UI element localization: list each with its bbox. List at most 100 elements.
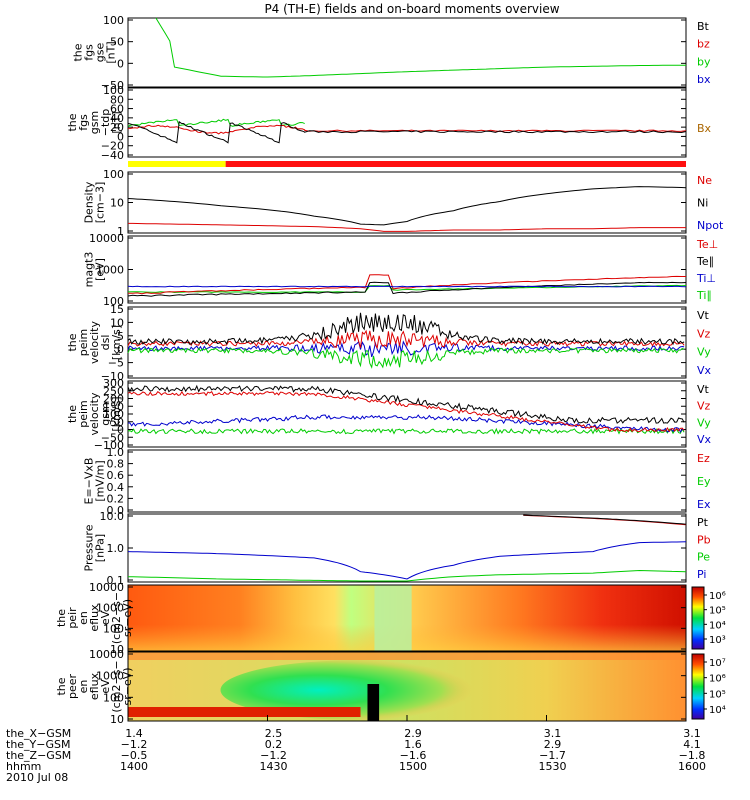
y-tick-label: −20 [101, 140, 124, 153]
panel-frame [127, 87, 687, 158]
y-tick-label: −100 [94, 439, 124, 452]
legend-entry: Ez [697, 452, 710, 465]
y-tick-label: 0 [117, 130, 124, 143]
y-tick-label: 100 [103, 14, 124, 27]
y-tick-label: 100 [103, 84, 124, 97]
y-axis-label: velocity [88, 321, 101, 364]
y-tick-label: 80 [110, 93, 124, 106]
y-tick-label: 300 [103, 377, 124, 390]
y-axis-label: eflux [88, 604, 101, 632]
y-tick-label: 0 [117, 343, 124, 356]
x-tick-label: 3.1 [544, 727, 562, 740]
y-tick-label: 100 [103, 295, 124, 308]
y-axis-label: magt3 [83, 252, 96, 288]
panel-peer-spectrogram: 10000 1000 100 10 thepeerenefluxeV(cm2−s−sr−… [55, 648, 726, 726]
y-axis-label: [km/s] [110, 325, 123, 360]
y-tick-label: 0.4 [107, 481, 125, 494]
legend-entry: Npot [697, 219, 724, 232]
y-tick-label: 0.0 [107, 504, 125, 517]
y-axis-label: gse [94, 43, 107, 63]
y-tick-label: 10 [110, 316, 124, 329]
y-tick-label: 0 [117, 57, 124, 70]
legend-entry: Te⊥ [696, 238, 718, 251]
legend-entry: Ey [697, 475, 711, 488]
y-axis-label: peir [66, 607, 79, 629]
x-axis-row-label: the_Z−GSM [6, 749, 71, 762]
x-tick-label: −1.2 [260, 749, 287, 762]
y-axis-label: fgs [83, 44, 96, 61]
y-axis-label: E=−VxB [83, 458, 96, 505]
x-tick-label: 1530 [539, 760, 567, 773]
y-axis-label: [nT] [110, 111, 123, 133]
dsl-vt-trace [127, 312, 685, 346]
x-tick-label: 1.4 [125, 727, 143, 740]
pi-trace [127, 541, 687, 580]
y-tick-label: 0.2 [107, 492, 125, 505]
x-tick-label: 1400 [120, 760, 148, 773]
by-trace [155, 17, 686, 78]
gsm-red-trace [127, 124, 687, 135]
y-axis-label: eflux [88, 672, 101, 700]
y-axis-label: sr−eV) [121, 667, 134, 705]
y-tick-label: 10000 [89, 581, 124, 594]
y-tick-label: −40 [101, 149, 124, 162]
colorbar-tick-label: 10³ [709, 635, 726, 646]
gsm-black-trace [127, 120, 687, 144]
legend-entry: Bx [697, 122, 712, 135]
panel-frame [127, 584, 687, 652]
x-axis-row-label: the_Y−GSM [6, 738, 71, 751]
y-tick-label: 0.1 [107, 574, 125, 587]
y-axis-label: peim [77, 400, 90, 428]
dsl-vx-trace [127, 340, 685, 358]
panel-e-vxb: 1.00.80.60.40.20.0 E=−VxB[mV/m] Ez Ey Ex [83, 446, 711, 517]
y-tick-label: 1.0 [107, 446, 125, 459]
y-axis-label: fgs [77, 114, 90, 131]
y-axis-label: peim [77, 329, 90, 357]
pe-trace [127, 569, 687, 582]
y-tick-label: 1.0 [107, 542, 125, 555]
pt-trace [523, 514, 687, 525]
te-perp-trace [128, 274, 686, 295]
electron-spectrogram-top-band [128, 652, 686, 660]
x-tick-label: −1.8 [679, 749, 706, 762]
colorbar-tick-label: 10⁶ [709, 591, 726, 602]
x-tick-label: −0.5 [121, 749, 148, 762]
ne-trace [128, 222, 686, 232]
y-tick-label: 15 [110, 303, 124, 316]
y-axis-label: the [55, 609, 68, 627]
legend-entry: by [697, 55, 711, 68]
panel-temperature: 10000 1000 100 magt3[eV] Te⊥ Te∥ Ti⊥ Ti∥ [83, 232, 719, 308]
ion-spectrogram-gap [374, 585, 412, 651]
y-tick-label: −10 [101, 370, 124, 383]
panel-frame [127, 513, 687, 583]
panel-frame [127, 306, 687, 379]
colorbar-tick-label: 10⁶ [709, 674, 726, 685]
y-tick-label: 10 [110, 197, 124, 210]
legend-entry: Ti⊥ [696, 272, 716, 285]
legend-entry: Ni [697, 197, 708, 210]
panel-frame [127, 449, 687, 513]
y-axis-label: Density [83, 181, 96, 223]
y-axis-label: [km/s] [110, 396, 123, 431]
legend-entry: Pi [697, 568, 706, 581]
electron-spectrogram-low-flux [220, 660, 501, 720]
y-axis-label: gsm [99, 402, 112, 425]
y-axis-label: sr−eV) [121, 599, 134, 637]
x-tick-label: 2.9 [544, 738, 562, 751]
y-axis-label: the [66, 405, 79, 423]
y-axis-label: the [72, 43, 85, 61]
electron-spectrogram-red-band [128, 707, 361, 717]
y-axis-label: en [77, 611, 90, 625]
panel-frame [127, 171, 687, 234]
x-tick-label: −1.2 [121, 738, 148, 751]
y-tick-label: 100 [103, 168, 124, 181]
y-tick-label: 10.0 [100, 510, 125, 523]
legend-entry: Vz [697, 400, 711, 413]
y-tick-label: 1000 [96, 264, 124, 277]
dsl-vy-trace [127, 347, 685, 369]
y-tick-label: 50 [110, 36, 124, 49]
y-axis-label: gsm [88, 111, 101, 134]
legend-entry: bz [697, 38, 710, 51]
y-axis-label: velocity [88, 392, 101, 435]
